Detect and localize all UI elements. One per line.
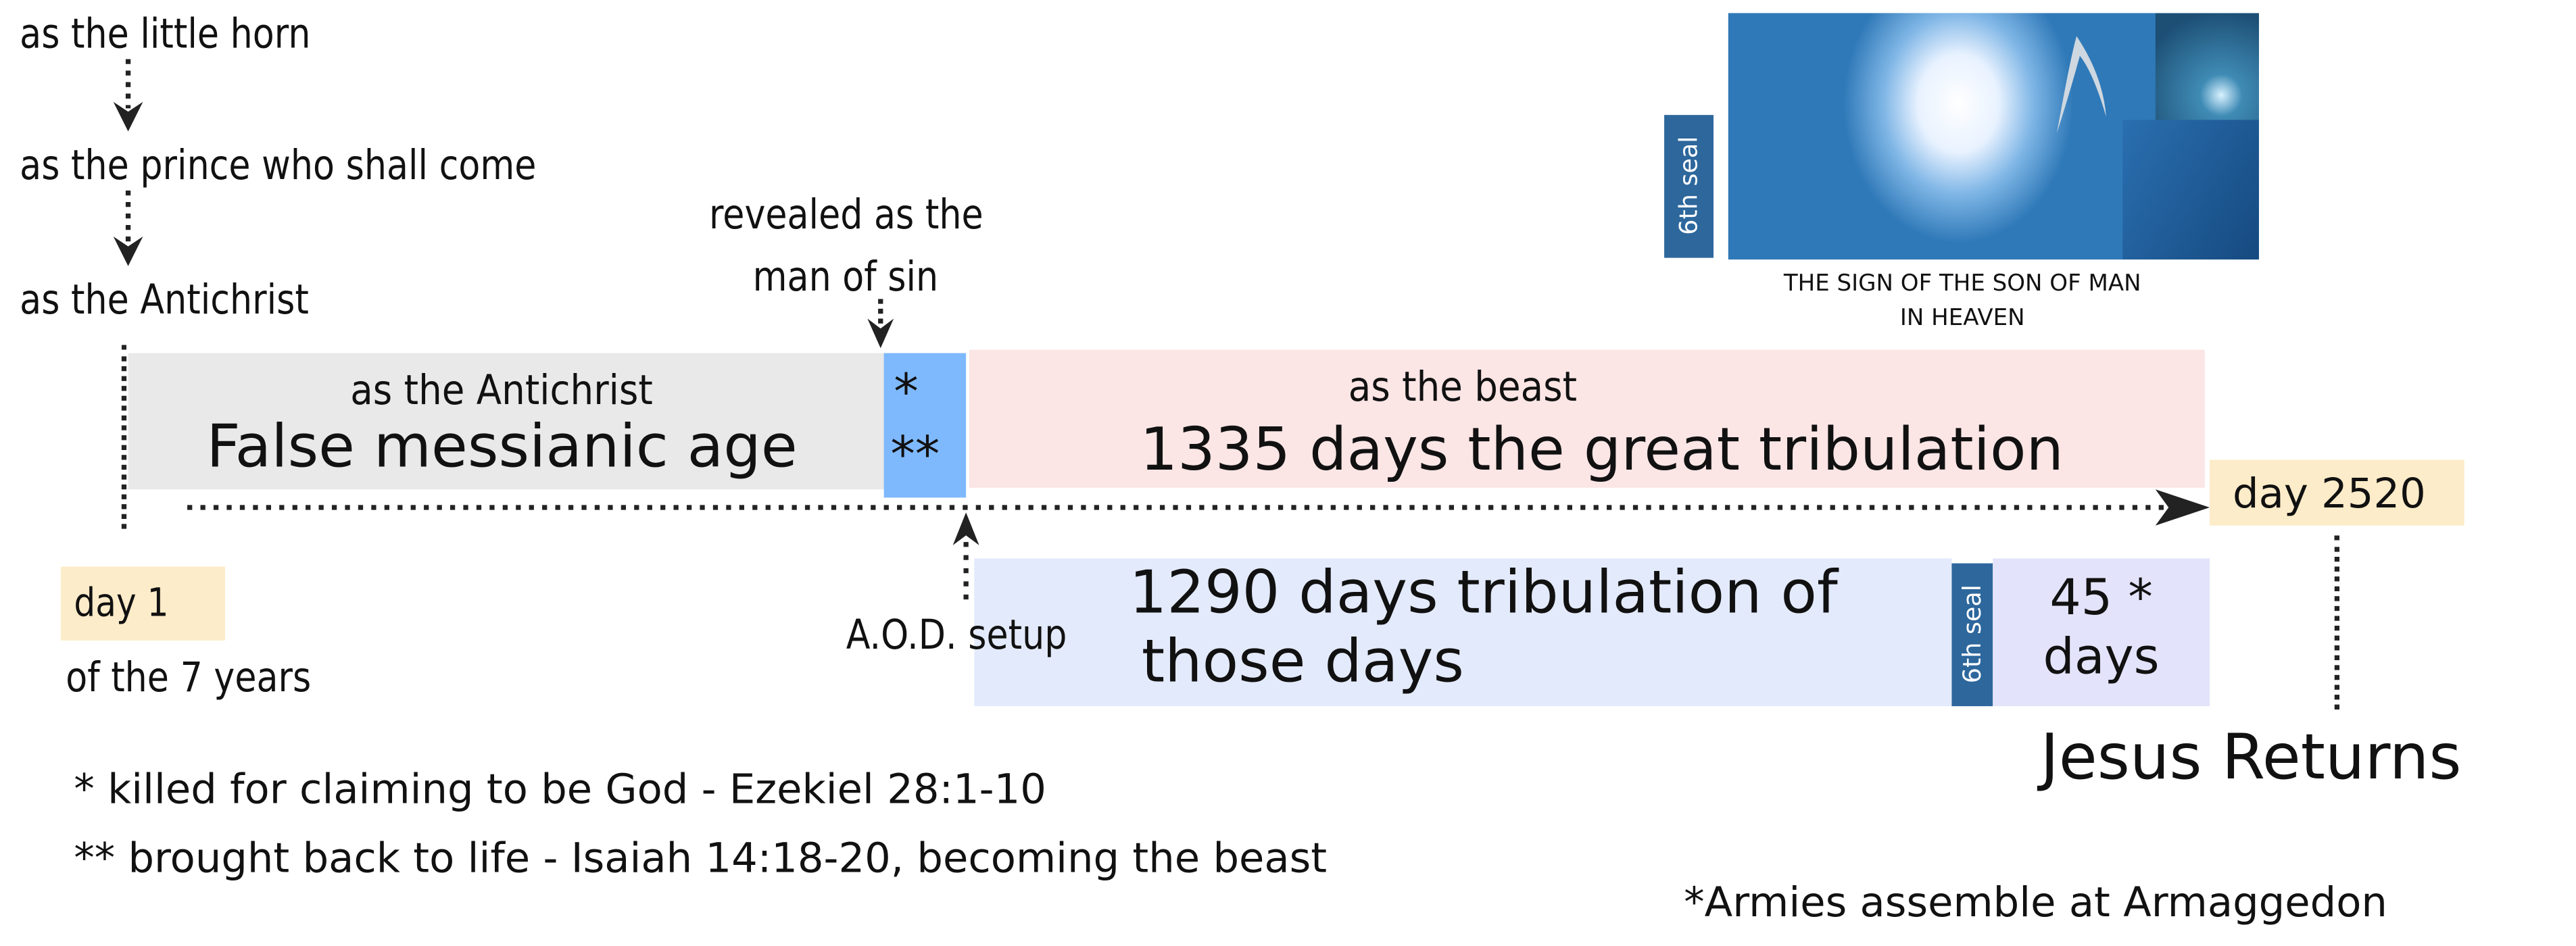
sign-seal-label: 6th seal [1674, 136, 1704, 235]
up-arrow-icon [952, 512, 979, 605]
segment-title: 45 * [2049, 570, 2153, 628]
down-arrow-icon [867, 299, 894, 349]
light-streaks [2122, 120, 2259, 260]
step-prince: as the prince who shall come [20, 141, 537, 189]
segment-title-2: those days [1141, 628, 1464, 697]
day-1-label: day 1 [74, 579, 169, 626]
footnote-1: * killed for claiming to be God - Ezekie… [74, 765, 1046, 814]
revealed-label-2: man of sin [753, 253, 939, 301]
sign-of-son-of-man-image [1728, 13, 2259, 260]
aod-label: A.O.D. setup [846, 611, 1067, 659]
segment-45-days: 45 * days [1993, 558, 2210, 707]
footnote-3: *Armies assemble at Armaggedon [1684, 878, 2387, 926]
revealed-label: revealed as the [708, 190, 983, 239]
segment-1290-days: 1290 days tribulation of those days [974, 558, 1952, 707]
asterisk-two: ** [890, 426, 940, 484]
segment-subtitle: as the Antichrist [350, 366, 654, 414]
segment-false-messianic-age: as the Antichrist False messianic age [128, 353, 888, 490]
sign-caption-1: THE SIGN OF THE SON OF MAN [1783, 271, 2141, 297]
jesus-returns-label: Jesus Returns [2040, 720, 2462, 793]
step-antichrist: as the Antichrist [20, 276, 309, 324]
segment-title: 1290 days tribulation of [1129, 559, 1838, 628]
footnote-2: ** brought back to life - Isaiah 14:18-2… [74, 834, 1328, 882]
timeline-arrow [187, 489, 2210, 526]
start-marker-line [121, 345, 127, 529]
stars-region [2155, 13, 2259, 120]
segment-title: 1335 days the great tribulation [1140, 417, 2064, 484]
asterisk-one: * [894, 364, 919, 422]
return-marker-line [2334, 535, 2340, 710]
day-2520-badge: day 2520 [2210, 459, 2464, 526]
day-1-subtitle: of the 7 years [66, 653, 312, 701]
sickle-icon [2056, 36, 2106, 133]
segment-title: False messianic age [206, 414, 798, 482]
day-2520-label: day 2520 [2233, 470, 2426, 518]
seal-label: 6th seal [1957, 584, 1987, 684]
segment-great-tribulation: as the beast 1335 days the great tribula… [969, 349, 2205, 488]
down-arrow-icon [113, 190, 143, 266]
segment-title-2: days [2043, 628, 2160, 687]
down-arrow-icon [113, 59, 143, 132]
step-little-horn: as the little horn [20, 9, 311, 58]
seal-marker: 6th seal [1951, 563, 1993, 707]
sign-seal-marker: 6th seal [1664, 115, 1714, 258]
day-1-badge: day 1 [60, 566, 225, 641]
segment-subtitle: as the beast [1347, 363, 1577, 411]
segment-marker: * ** [883, 353, 967, 498]
sign-caption-2: IN HEAVEN [1899, 305, 2025, 332]
